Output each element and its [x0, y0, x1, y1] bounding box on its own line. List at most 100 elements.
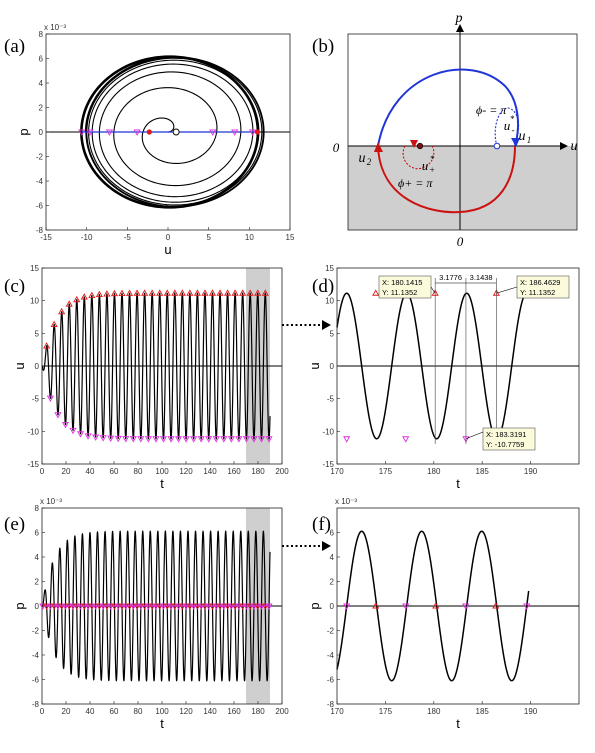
x-tick-label: 190 — [524, 707, 538, 716]
y-tick-label: -2 — [32, 627, 40, 636]
red-point — [254, 129, 261, 135]
u-trace — [41, 292, 271, 440]
u-axis-name: u — [571, 139, 578, 154]
zero-crossing-marker — [257, 603, 266, 610]
max-marker — [239, 289, 247, 296]
y-tick-label: 0 — [330, 362, 335, 371]
min-marker — [159, 436, 168, 443]
y-axis-label: u — [12, 362, 27, 369]
panel-label-d: (d) — [312, 276, 334, 297]
zero-crossing-marker — [137, 603, 145, 610]
max-marker — [372, 289, 380, 296]
panel-f-p-zoom: 170 175 180 185 190 -8 -6 -4 -2 0 2 4 6 t p x 10⁻³ — [307, 497, 580, 731]
open-point — [172, 128, 180, 136]
origin-zero: 0 — [333, 140, 340, 155]
phi-minus-label: ϕ- = π — [476, 103, 507, 117]
y-axis-label: p — [16, 128, 31, 135]
max-marker — [171, 289, 179, 296]
zero-crossing-marker — [39, 603, 47, 610]
min-marker — [227, 436, 235, 443]
y-tick-label: 0 — [39, 128, 44, 137]
zero-crossing-marker — [227, 603, 235, 610]
phi-plus-label: ϕ+ = π — [398, 176, 433, 190]
x-tick-label: 160 — [227, 707, 241, 716]
lower-orbit-arrow — [374, 142, 383, 152]
min-marker — [343, 436, 351, 443]
x-tick-label: 0 — [40, 467, 45, 476]
y-tick-label: -15 — [27, 460, 39, 469]
max-marker — [88, 291, 96, 298]
max-marker — [133, 289, 141, 296]
max-marker — [231, 289, 239, 296]
y-tick-label: 8 — [35, 504, 40, 513]
datatip-x: X: 186.4629 — [520, 278, 560, 287]
max-marker — [95, 290, 103, 298]
zero-crossing-marker — [84, 603, 92, 610]
min-marker — [84, 433, 92, 440]
datatip-x: X: 183.3191 — [486, 430, 526, 439]
plus-loop — [402, 145, 435, 170]
zero-crossing-marker — [178, 603, 186, 610]
zero-crossing-marker — [125, 603, 134, 610]
min-marker — [76, 431, 85, 438]
zero-crossing-marker — [65, 603, 73, 610]
x-tick-label: 20 — [62, 467, 71, 476]
max-marker — [148, 289, 156, 296]
max-marker — [201, 289, 209, 296]
exponent-label: x 10⁻³ — [44, 23, 66, 32]
min-marker — [174, 436, 183, 443]
min-marker — [205, 436, 213, 443]
x-tick-label: 10 — [245, 233, 254, 242]
min-marker — [402, 436, 410, 443]
y-tick-label: -2 — [36, 153, 44, 162]
x-tick-label: 100 — [155, 707, 169, 716]
min-marker — [212, 436, 220, 443]
x-tick-label: 200 — [275, 707, 289, 716]
x-tick-label: 170 — [330, 707, 344, 716]
zero-crossing-marker — [190, 603, 198, 610]
u-axis-arrow — [560, 142, 568, 150]
x-tick-label: 175 — [379, 707, 393, 716]
p-axis-arrow — [456, 24, 464, 32]
u2-label: u — [359, 151, 366, 166]
x-tick-label: 80 — [134, 467, 143, 476]
zero-crossing-marker — [223, 603, 232, 610]
max-marker — [80, 293, 88, 300]
y-tick-label: -6 — [32, 676, 40, 685]
zero-crossing-marker — [402, 603, 410, 610]
y-tick-label: 0 — [35, 602, 40, 611]
zero-crossing-marker — [148, 603, 156, 610]
y-tick-label: 5 — [330, 329, 335, 338]
x-tick-label: 160 — [227, 467, 241, 476]
y-tick-label: -8 — [327, 700, 335, 709]
p-trace — [41, 530, 271, 682]
zoom-arrow-e-to-f — [282, 541, 331, 551]
panel-label-c: (c) — [4, 276, 25, 297]
max-marker — [193, 289, 201, 296]
y-tick-label: 2 — [39, 104, 44, 113]
datatip-y: Y: -10.7759 — [486, 440, 524, 449]
x-tick-label: 0 — [166, 233, 171, 242]
x-tick-label: 180 — [427, 467, 441, 476]
zero-crossing-marker — [76, 603, 85, 610]
zero-crossing-marker — [167, 603, 175, 610]
zero-crossing-marker — [235, 603, 243, 610]
zero-crossing-marker — [110, 603, 119, 610]
x-tick-label: 180 — [427, 707, 441, 716]
panel-a-phase-portrait: -15 -10 -5 0 5 10 15 -8 -6 -4 -2 0 2 4 6 8 u p x 10⁻³ — [16, 23, 295, 257]
min-marker — [242, 436, 250, 443]
zero-crossing-marker — [50, 603, 58, 610]
x-tick-label: 100 — [155, 467, 169, 476]
x-tick-label: 170 — [330, 467, 344, 476]
bottom-zero: 0 — [457, 234, 464, 249]
panel-e-p-timeseries: 0 20 40 60 80 100 120 140 160 180 200 -8 -6 -4 -2 0 2 4 6 8… — [12, 497, 289, 731]
datatip-leader — [496, 286, 518, 294]
u-plus-point — [416, 142, 424, 150]
x-tick-label: 190 — [524, 467, 538, 476]
panel-d-u-zoom: 170 175 180 185 190 -15 -10 -5 0 5 10 15 t u X: 180.14… — [307, 264, 580, 491]
x-tick-label: 20 — [62, 707, 71, 716]
y-tick-label: 5 — [35, 329, 40, 338]
zero-crossing-marker — [174, 603, 183, 610]
zero-crossing-marker — [103, 603, 111, 610]
